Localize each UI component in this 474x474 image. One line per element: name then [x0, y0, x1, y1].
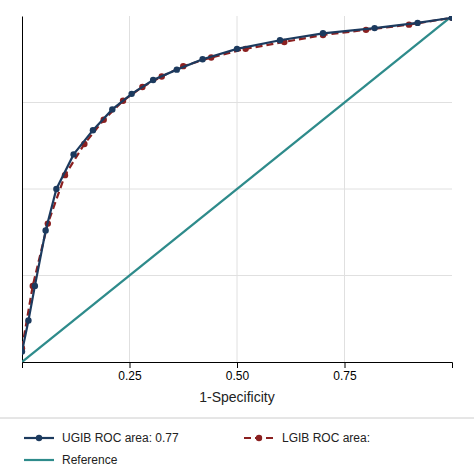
point — [70, 151, 76, 157]
point — [42, 227, 48, 233]
x-tick: 0.50 — [226, 362, 250, 383]
x-tick: 0.75 — [333, 362, 357, 383]
grid-line — [22, 275, 452, 276]
y-axis-line — [22, 17, 23, 363]
x-tick: 0.25 — [118, 362, 142, 383]
series — [22, 16, 452, 355]
chart: 0.25 0.50 0.75 1-Specificity UGIB ROC area: … — [0, 0, 474, 474]
series — [22, 16, 452, 351]
legend-marker — [256, 435, 262, 441]
legend-label: Reference — [62, 453, 118, 467]
y-axis — [22, 17, 24, 363]
point — [22, 348, 25, 354]
point — [32, 283, 38, 289]
point — [109, 106, 115, 112]
series-line — [22, 16, 452, 362]
point — [414, 20, 420, 26]
x-tick-label: 0.50 — [226, 369, 250, 383]
legend-marker — [36, 435, 42, 441]
x-tick-mark — [345, 362, 346, 368]
x-axis-line — [23, 363, 453, 369]
point — [199, 56, 205, 62]
legend-label: UGIB ROC area: 0.77 — [62, 431, 179, 445]
point — [150, 77, 156, 83]
legend-item: UGIB ROC area: 0.77 — [24, 431, 179, 445]
marks — [22, 16, 452, 362]
legend-item: Reference — [24, 453, 118, 467]
series-line — [22, 18, 452, 352]
legend-item: LGIB ROC area: — [244, 431, 370, 445]
point — [320, 30, 326, 36]
point — [277, 37, 283, 43]
point — [371, 25, 377, 31]
series — [22, 16, 452, 362]
x-tick-mark — [237, 362, 238, 368]
point — [449, 16, 452, 21]
grid-line — [22, 102, 452, 103]
point — [90, 127, 96, 133]
point — [234, 46, 240, 52]
x-tick-label: 0.25 — [118, 369, 142, 383]
legend-swatch — [24, 459, 54, 461]
point — [128, 91, 134, 97]
legend: UGIB ROC area: 0.77 LGIB ROC area: Referen… — [24, 431, 370, 467]
x-tick-mark — [130, 362, 131, 368]
x-axis: 0.25 0.50 0.75 — [23, 362, 453, 383]
plot: 0.25 0.50 0.75 1-Specificity — [19, 15, 455, 405]
grid — [22, 16, 452, 362]
separator — [0, 418, 474, 419]
point — [174, 66, 180, 72]
point — [25, 317, 31, 323]
legend-label: LGIB ROC area: — [282, 431, 370, 445]
x-axis-title: 1-Specificity — [199, 389, 274, 405]
point — [53, 186, 59, 192]
point — [449, 16, 452, 21]
series-line — [22, 18, 452, 348]
x-tick-label: 0.75 — [333, 369, 357, 383]
